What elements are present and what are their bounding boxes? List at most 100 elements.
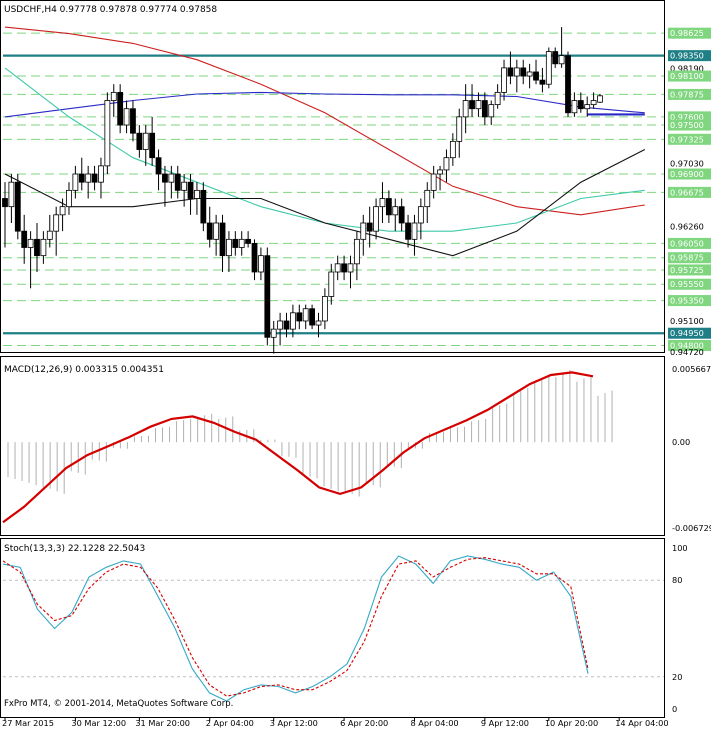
panel-frame: [0, 0, 665, 353]
price-label-bg: [668, 111, 711, 123]
candle-body: [232, 238, 239, 248]
macd-axis: 0.005667 0.00 -0.006729: [672, 364, 711, 533]
price-label-bg: [668, 264, 711, 276]
time-axis-label: 8 Apr 04:00: [410, 718, 458, 728]
candle-body: [443, 157, 450, 171]
price-axis-label: 0.95875: [670, 253, 704, 263]
price-axis-label: 0.95725: [670, 265, 704, 275]
price-axis-label: 0.95350: [670, 296, 704, 306]
candle-body: [142, 132, 149, 150]
stoch-lines: [2, 555, 664, 702]
candle-body: [315, 320, 322, 326]
price-axis-label: 0.98100: [670, 71, 704, 81]
price-axis-label: 0.97030: [670, 158, 704, 168]
macd-axis-label: -0.006729: [672, 523, 711, 533]
candle-body: [456, 116, 463, 142]
price-axis-label: 0.97600: [670, 112, 704, 122]
candle-body: [462, 100, 469, 118]
candle-body: [40, 238, 47, 257]
candle-body: [283, 320, 290, 330]
candle-body: [539, 79, 546, 85]
candle-body: [296, 312, 303, 322]
stoch-panel: 100 80 20 0 Stoch(13,3,3) 22.1228 22.5043 F…: [2, 543, 688, 714]
candle-body: [309, 308, 315, 326]
candle-body: [405, 222, 411, 240]
candle-body: [584, 104, 591, 110]
candle-body: [533, 71, 539, 81]
candle-body: [194, 189, 200, 199]
candle-body: [526, 71, 533, 77]
macd-panel: 0.005667 0.00 -0.006729 MACD(12,26,9) 0.00…: [2, 364, 711, 533]
candle-body: [334, 263, 341, 273]
time-axis-label: 30 Mar 12:00: [71, 718, 126, 728]
candle-body: [149, 132, 156, 159]
price-axis-label: 0.97500: [670, 120, 704, 130]
price-axis-label: 0.96050: [670, 238, 704, 248]
copyright-text: FxPro MT4, © 2001-2014, MetaQuotes Softw…: [4, 699, 233, 709]
candle-body: [104, 100, 111, 167]
candle-body: [290, 312, 296, 330]
price-label-bg: [668, 70, 711, 82]
candle-body: [85, 173, 92, 183]
panel-frame: [0, 538, 665, 718]
candle-body: [360, 222, 367, 240]
moving-averages: [4, 26, 646, 257]
candle-body: [168, 173, 175, 183]
price-axis-label: 0.98350: [670, 51, 704, 61]
candle-body: [488, 104, 495, 118]
price-label-bg: [668, 339, 711, 351]
candle-body: [398, 206, 405, 224]
price-axis-label: 0.96260: [670, 221, 704, 231]
candle-body: [21, 230, 28, 248]
candle-body: [130, 108, 136, 134]
time-axis-label: 9 Apr 12:00: [481, 718, 529, 728]
moving-average-line: [4, 149, 646, 257]
moving-average-line: [4, 91, 645, 118]
candle-body: [571, 100, 578, 114]
price-label-bg: [668, 133, 711, 145]
stoch-axis-label: 0: [672, 704, 677, 714]
candle-body: [181, 181, 188, 191]
candle-body: [174, 173, 181, 191]
time-axis: 27 Mar 2015 30 Mar 12:00 31 Mar 20:00 2 Apr…: [2, 717, 669, 728]
candle-body: [507, 67, 514, 77]
price-label-bg: [668, 50, 711, 62]
candle-body: [469, 100, 475, 110]
candle-body: [475, 100, 482, 110]
candle-body: [59, 206, 66, 216]
stoch-axis-label: 20: [672, 672, 682, 682]
candle-body: [347, 263, 354, 273]
candle-body: [98, 165, 104, 183]
price-axis-label: 0.96675: [670, 187, 704, 197]
candle-body: [430, 173, 437, 191]
price-label-bg: [668, 237, 711, 249]
candle-body: [577, 100, 584, 110]
candle-body: [481, 100, 488, 118]
candle-body: [366, 222, 373, 232]
price-label-bg: [668, 278, 711, 290]
candle-body: [270, 328, 277, 338]
stoch-title: Stoch(13,3,3) 22.1228 22.5043: [4, 544, 145, 554]
price-axis-label: 0.98190: [670, 64, 704, 74]
price-label-bg: [668, 186, 711, 198]
candle-body: [258, 255, 264, 273]
time-axis-label: 6 Apr 20:00: [340, 718, 388, 728]
price-label-bg: [668, 27, 711, 39]
candle-body: [162, 173, 168, 183]
candle-body: [2, 198, 8, 208]
candle-body: [91, 173, 98, 183]
price-axis-label: 0.94950: [670, 328, 704, 338]
candle-body: [219, 222, 226, 257]
candle-body: [238, 238, 245, 248]
candle-body: [379, 198, 386, 208]
candle-body: [565, 55, 571, 114]
candle-body: [590, 100, 597, 106]
chart-title: USDCHF,H4 0.97778 0.97878 0.97774 0.9785…: [4, 5, 217, 15]
candle-body: [117, 91, 124, 126]
candle-body: [392, 206, 399, 216]
candle-body: [424, 189, 431, 208]
candle-body: [373, 206, 379, 232]
candle-body: [552, 51, 559, 65]
candle-body: [277, 320, 284, 330]
